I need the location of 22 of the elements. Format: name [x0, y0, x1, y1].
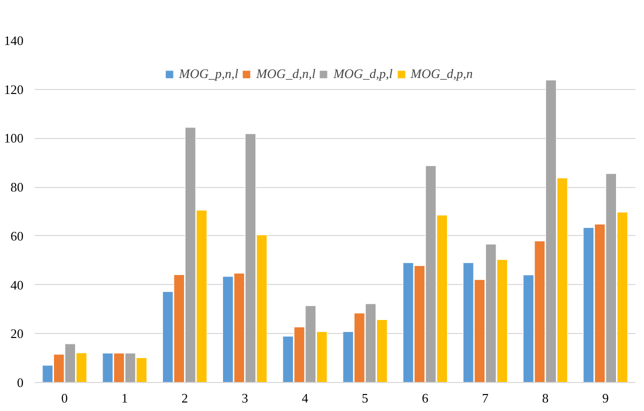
- x-tick-label: 4: [302, 390, 309, 406]
- x-tick-label: 7: [482, 390, 489, 406]
- x-tick-label: 9: [602, 390, 609, 406]
- x-tick-label: 5: [362, 390, 368, 406]
- x-tick-label: 3: [242, 390, 248, 406]
- legend-label: MOG_d,p,n: [410, 66, 473, 82]
- legend-label: MOG_d,p,l: [333, 66, 393, 82]
- y-tick-label: 80: [10, 180, 24, 195]
- legend-label: MOG_p,n,l: [179, 66, 238, 82]
- y-tick-label: 60: [10, 228, 24, 244]
- y-tick-label: 40: [10, 277, 24, 292]
- x-tick-label: 8: [542, 390, 549, 406]
- x-tick-label: 2: [182, 390, 188, 406]
- y-tick-label: 0: [17, 375, 24, 390]
- x-tick-label: 0: [61, 390, 68, 406]
- y-tick-label: 120: [4, 82, 24, 97]
- x-tick-label: 1: [121, 390, 128, 406]
- y-tick-label: 100: [4, 130, 24, 146]
- legend-label: MOG_d,n,l: [256, 66, 316, 82]
- y-tick-label: 140: [4, 33, 24, 48]
- x-tick-label: 6: [422, 390, 429, 406]
- y-tick-label: 20: [10, 326, 24, 342]
